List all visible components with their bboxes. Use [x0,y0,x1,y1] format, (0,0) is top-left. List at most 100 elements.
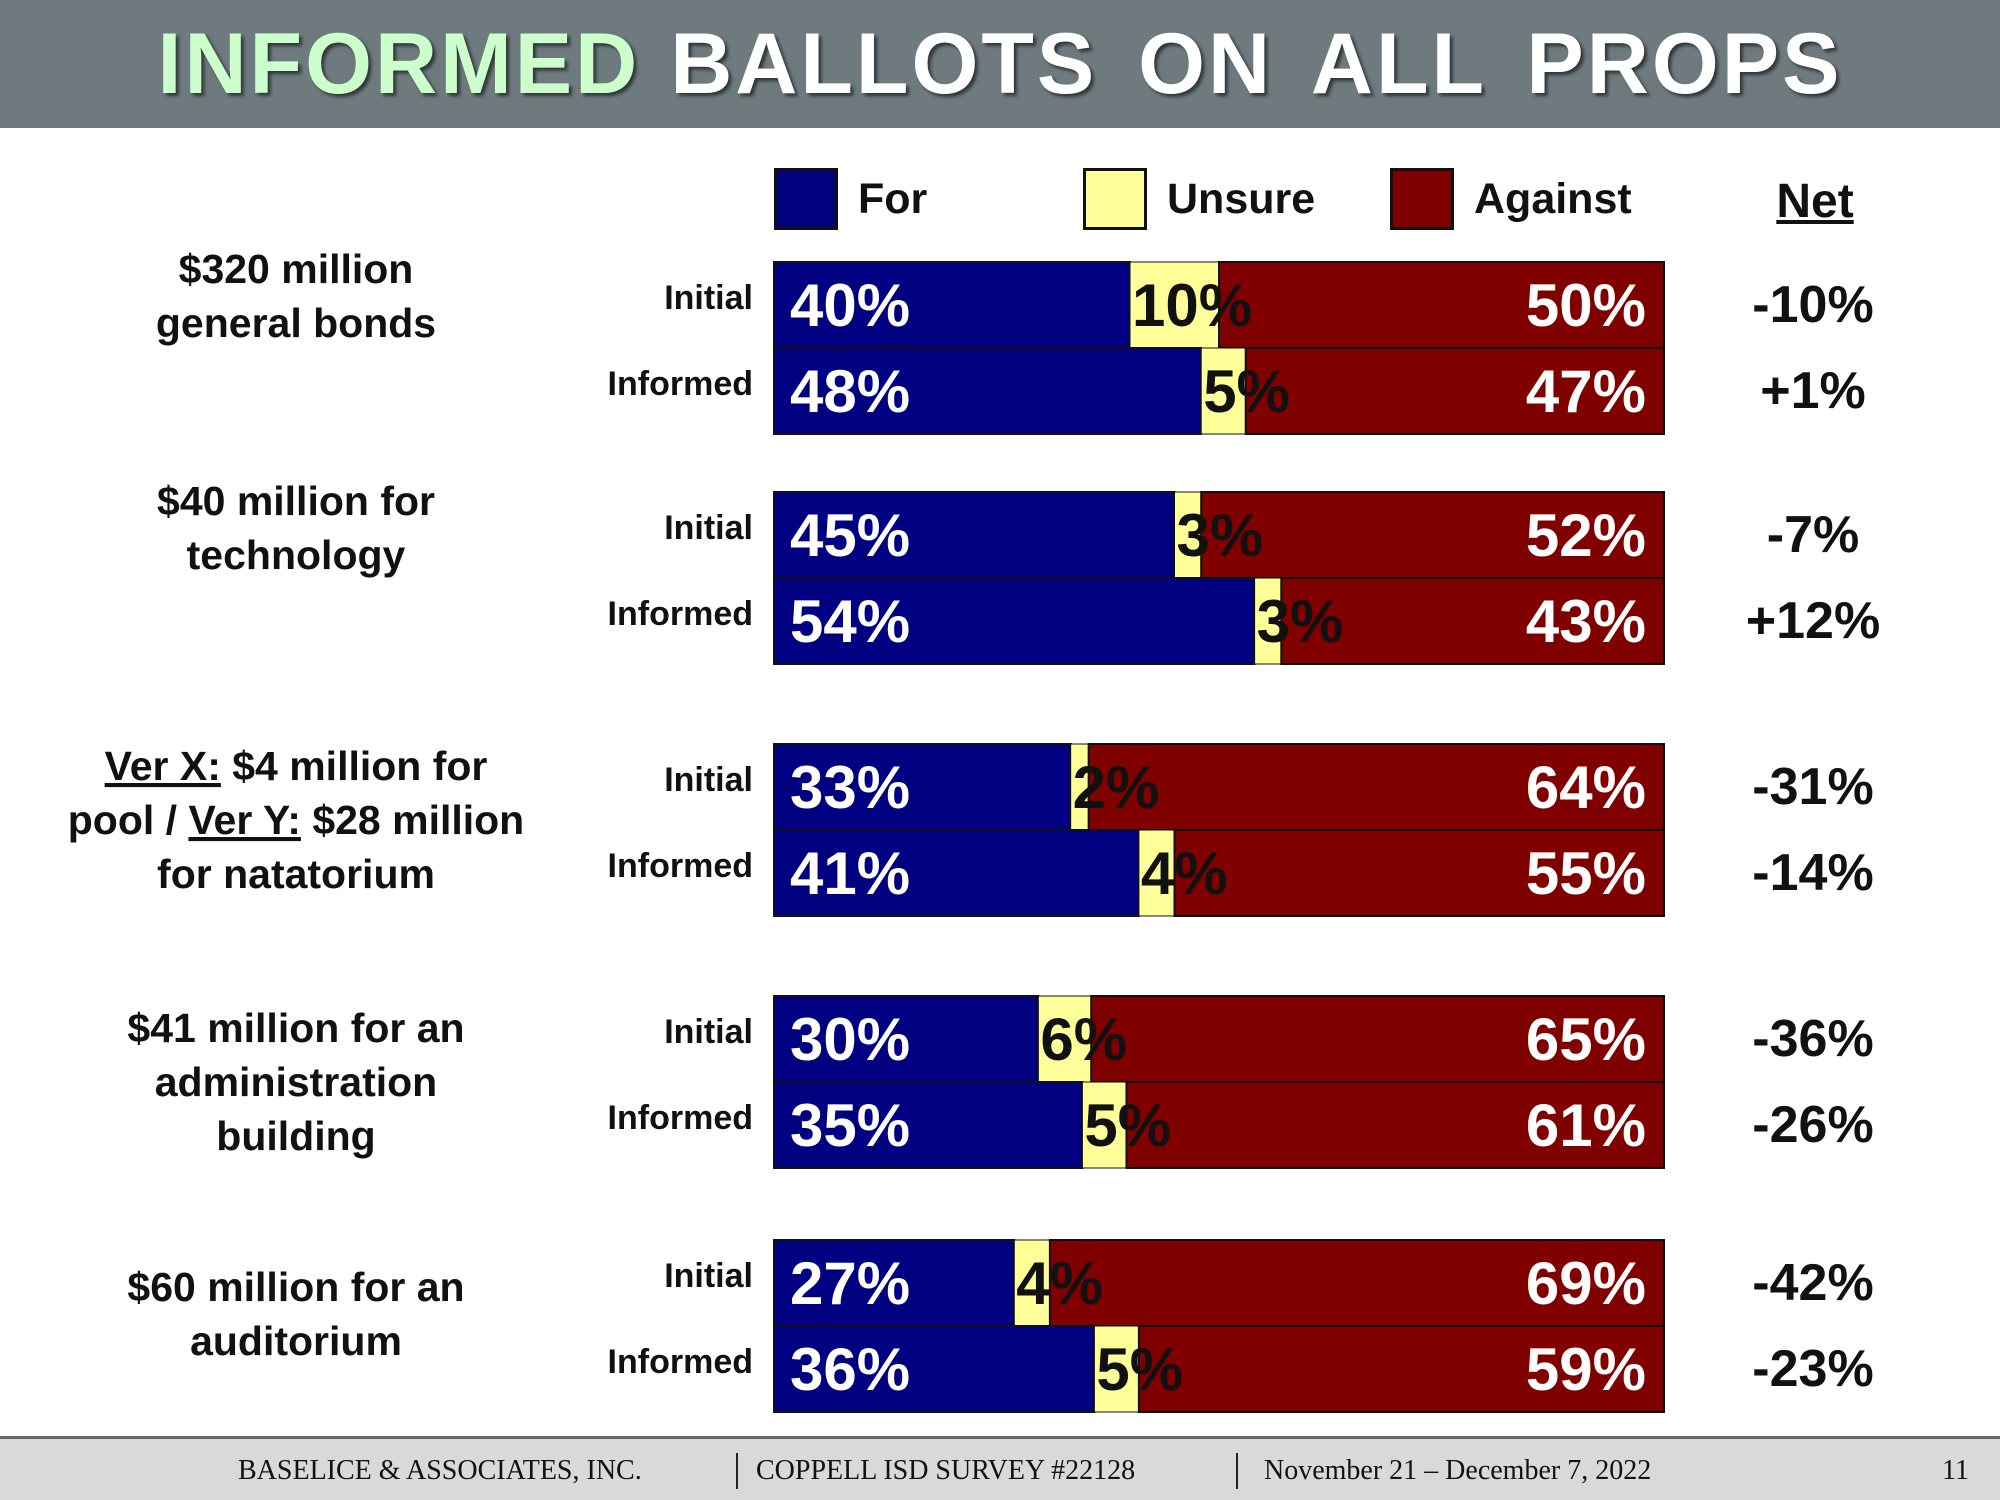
bar-segment-for [773,743,1072,831]
prop-label-segment: $4 million for [221,743,488,789]
prop-label-segment: $40 million for [157,478,435,524]
row-label: Initial [664,279,753,317]
bar-segment-for [773,829,1140,917]
data-label-for: 45% [790,502,910,569]
prop-label-line: $320 million [179,246,414,292]
bar-segment-against [1125,1081,1665,1169]
prop-group: $320 million general bonds Initial 40% 10% 50… [156,246,1874,435]
prop-label-segment: Ver X: [105,743,221,789]
row-label: Informed [608,1099,753,1137]
prop-label-line: for natatorium [157,851,435,897]
prop-label-line: administration [155,1059,437,1105]
net-value: -42% [1752,1254,1873,1312]
bar-segment-for [773,1325,1096,1413]
bar-segment-for [773,1239,1016,1327]
prop-label-segment: technology [187,532,406,578]
legend-net-header: Net [1776,175,1854,228]
prop-label-segment: Ver Y: [188,797,300,843]
row-label: Initial [664,1013,753,1051]
data-label-against: 52% [1526,502,1646,569]
legend-item-against: Against [1390,166,1632,232]
legend-swatch-unsure [1083,168,1147,230]
legend-label-for: For [858,174,928,223]
data-label-for: 35% [790,1092,910,1159]
prop-label-line: general bonds [156,300,436,346]
footer-survey: COPPELL ISD SURVEY #22128 [756,1455,1136,1486]
prop-label-segment: $41 million for an [127,1005,464,1051]
bar-segment-for [773,1081,1084,1169]
data-label-for: 48% [790,358,910,425]
legend-item-for: For [774,166,927,232]
title-accent: INFORMED [157,15,641,112]
data-label-unsure: 3% [1177,502,1264,569]
bar-segment-unsure [1037,995,1092,1083]
page-title: INFORMED BALLOTS ON ALL PROPS [158,15,1843,114]
data-label-unsure: 4% [1141,840,1228,907]
prop-group: $60 million for an auditorium Initial 27% 4%… [127,1239,1874,1413]
footer-company: BASELICE & ASSOCIATES, INC. [238,1455,642,1486]
title-rest: BALLOTS ON ALL PROPS [670,15,1843,112]
bar-segment-unsure [1129,261,1220,349]
prop-group: $40 million for technology Initial 45% 3% 52%… [157,478,1880,665]
data-label-against: 61% [1526,1092,1646,1159]
footer-page-number: 11 [1942,1455,1969,1486]
data-label-against: 64% [1526,754,1646,821]
prop-label-line: technology [187,532,406,578]
bar-segment-unsure [1013,1239,1051,1327]
data-label-unsure: 4% [1016,1250,1103,1317]
net-value: -23% [1752,1340,1873,1398]
row-label: Informed [608,1343,753,1381]
net-value: -26% [1752,1096,1873,1154]
data-label-against: 65% [1526,1006,1646,1073]
data-label-for: 36% [790,1336,910,1403]
legend-swatch-against [1390,168,1454,230]
prop-label-line: pool / Ver Y: $28 million [68,797,524,843]
prop-label-segment: auditorium [190,1318,402,1364]
legend-label-against: Against [1474,174,1632,223]
net-value: +12% [1746,592,1880,650]
prop-label-segment: administration [155,1059,437,1105]
legend-swatch-for [774,168,838,230]
bar-segment-against [1173,829,1665,917]
bar-segment-against [1200,491,1665,579]
net-value: -36% [1752,1010,1873,1068]
net-value: +1% [1760,362,1866,420]
data-label-for: 33% [790,754,910,821]
data-label-against: 50% [1526,272,1646,339]
data-label-against: 47% [1526,358,1646,425]
prop-label-line: $60 million for an [127,1264,464,1310]
bar-segment-against [1137,1325,1665,1413]
header-bar: INFORMED BALLOTS ON ALL PROPS [0,0,2000,128]
row-label: Informed [608,365,753,403]
bar-segment-for [773,261,1131,349]
bar-segment-against [1218,261,1665,349]
data-label-unsure: 5% [1096,1336,1183,1403]
footer-dates: November 21 – December 7, 2022 [1264,1455,1652,1486]
prop-label-segment: pool / [68,797,189,843]
footer-divider [736,1453,738,1489]
data-label-against: 55% [1526,840,1646,907]
prop-label-line: $41 million for an [127,1005,464,1051]
bar-segment-unsure [1093,1325,1140,1413]
prop-label-segment: for natatorium [157,851,435,897]
row-label: Informed [608,595,753,633]
bar-segment-for [773,347,1203,435]
prop-label-segment: building [216,1113,375,1159]
prop-label-segment: $320 million [179,246,414,292]
prop-label-line: building [216,1113,375,1159]
row-label: Initial [664,761,753,799]
prop-label-line: auditorium [190,1318,402,1364]
data-label-unsure: 5% [1084,1092,1171,1159]
row-label: Informed [608,847,753,885]
prop-label-segment: $60 million for an [127,1264,464,1310]
footer-divider [1236,1453,1238,1489]
bar-segment-unsure [1254,577,1282,665]
data-label-against: 69% [1526,1250,1646,1317]
data-label-unsure: 10% [1132,272,1252,339]
data-label-for: 30% [790,1006,910,1073]
bar-segment-against [1244,347,1665,435]
prop-label-segment: general bonds [156,300,436,346]
data-label-for: 54% [790,588,910,655]
prop-group: $41 million for an administration building… [127,995,1874,1169]
